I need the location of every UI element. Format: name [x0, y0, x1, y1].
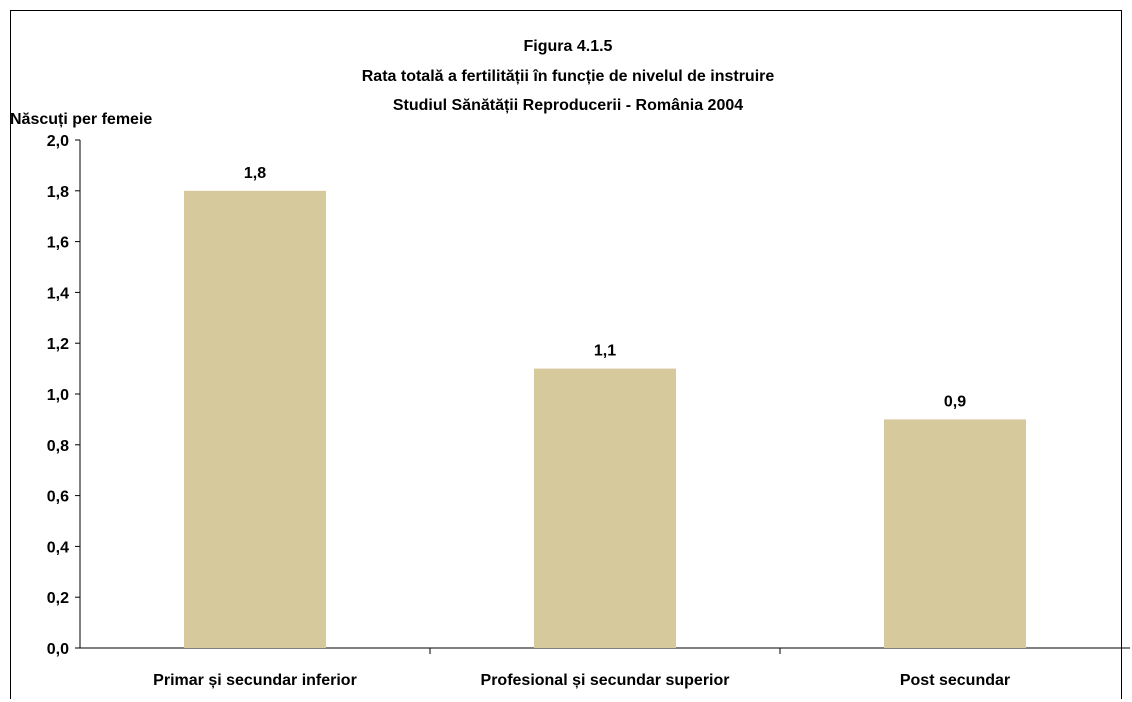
chart-title: Figura 4.1.5 Rata totală a fertilității …: [362, 38, 775, 114]
x-category-label: Profesional și secundar superior: [481, 672, 730, 689]
chart-title-line-3: Studiul Sănătății Reproducerii - România…: [393, 97, 743, 114]
y-tick-label: 0,4: [47, 539, 69, 556]
y-tick-label: 1,4: [47, 285, 69, 302]
y-tick-label: 1,2: [47, 336, 69, 353]
y-tick-label: 1,8: [47, 184, 69, 201]
data-label: 0,9: [944, 393, 966, 410]
y-tick-label: 1,6: [47, 235, 69, 252]
bar: [884, 419, 1026, 648]
y-tick-label: 0,0: [47, 641, 69, 658]
y-tick-label: 0,8: [47, 438, 69, 455]
x-category-label: Post secundar: [900, 672, 1010, 689]
y-tick-label: 0,6: [47, 489, 69, 506]
data-label: 1,8: [244, 165, 266, 182]
axes: 0,0 0,2 0,4 0,6 0,8 1,0 1,2 1,4 1,6 1,8 2,0 Primar …: [47, 133, 1130, 689]
bar: [534, 368, 676, 648]
bars: [184, 190, 1026, 649]
data-label: 1,1: [594, 343, 616, 360]
y-tick-label: 2,0: [47, 133, 69, 150]
data-labels: 1,8 1,1 0,9: [244, 165, 966, 411]
chart-title-line-1: Figura 4.1.5: [524, 38, 613, 55]
y-axis-label: Născuți per femeie: [10, 111, 152, 128]
y-tick-label: 1,0: [47, 387, 69, 404]
chart-frame: [10, 10, 1122, 699]
y-tick-label: 0,2: [47, 590, 69, 607]
chart-title-line-2: Rata totală a fertilității în funcție de…: [362, 68, 775, 85]
x-category-label: Primar și secundar inferior: [153, 672, 357, 689]
bar: [184, 190, 326, 649]
